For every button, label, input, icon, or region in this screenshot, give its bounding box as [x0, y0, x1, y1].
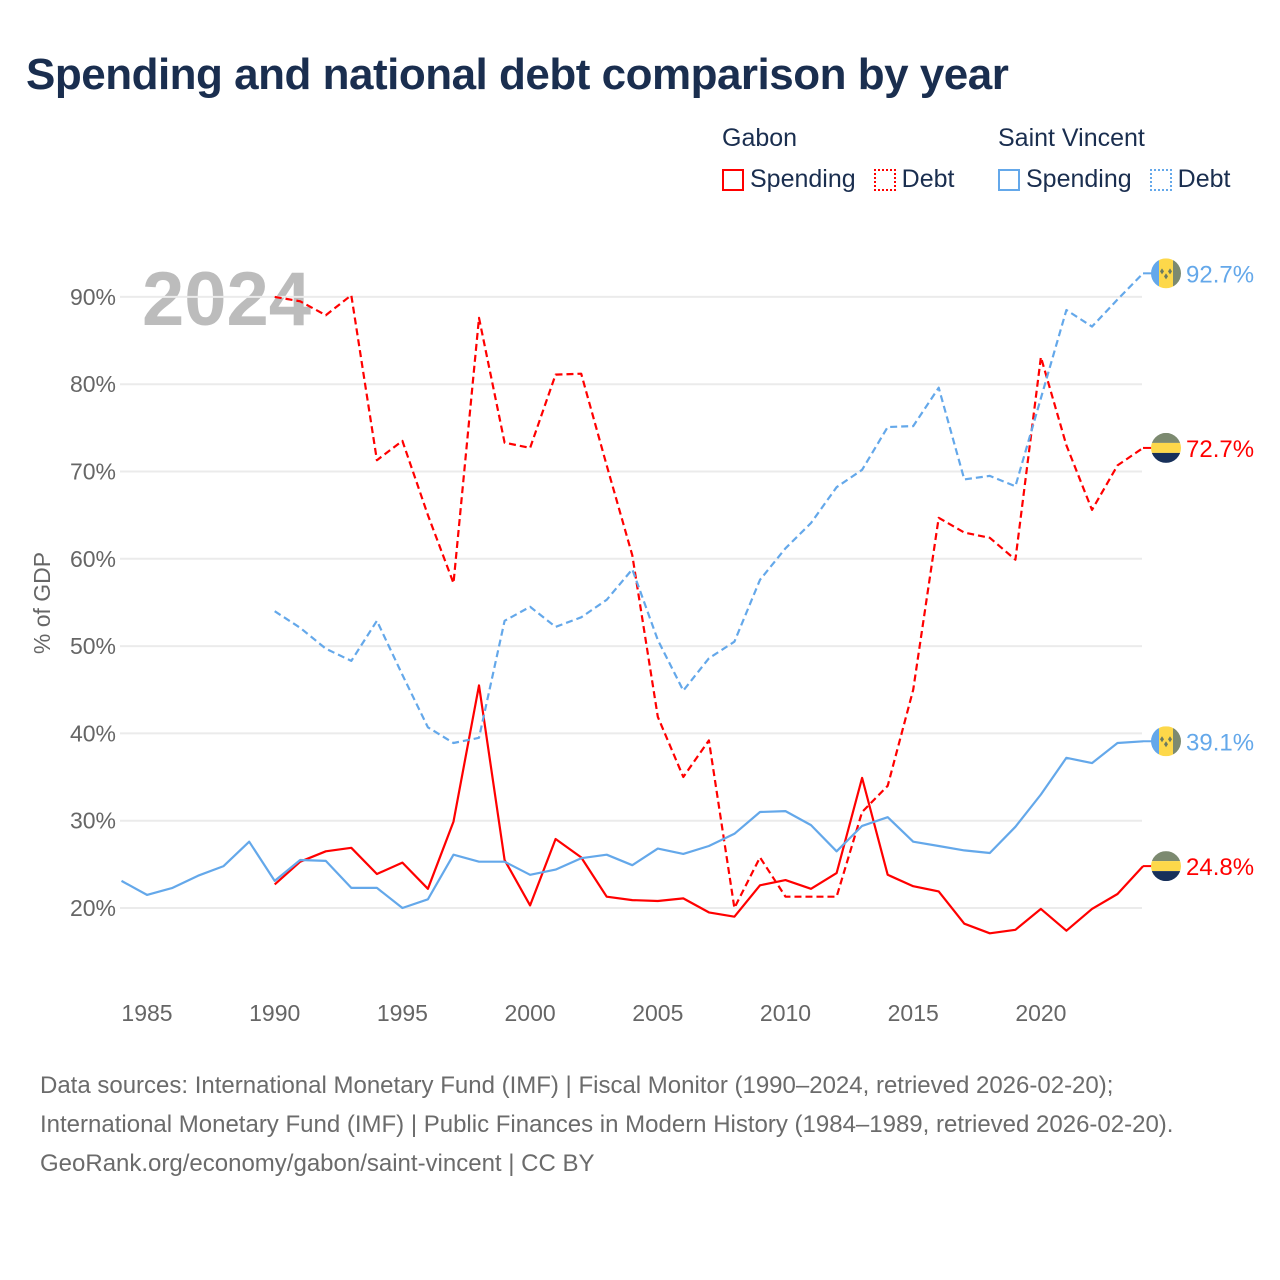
solid-swatch-icon — [722, 168, 744, 191]
legend-item-gabon-spending[interactable]: Spending — [722, 165, 856, 194]
dotted-swatch-icon — [1149, 168, 1172, 191]
y-tick-label: 20% — [70, 895, 116, 921]
dotted-swatch-icon — [873, 168, 896, 191]
x-tick-label: 2005 — [632, 1000, 683, 1026]
x-tick-label: 2015 — [888, 1000, 939, 1026]
y-tick-label: 70% — [70, 459, 116, 485]
chart-title: Spending and national debt comparison by… — [26, 50, 1009, 99]
legend-label: Spending — [1026, 165, 1132, 193]
y-tick-label: 50% — [70, 633, 116, 659]
x-tick-label: 2010 — [760, 1000, 811, 1026]
series-line-saint-vincent-spending — [120, 740, 1144, 910]
y-tick-label: 90% — [70, 284, 116, 310]
end-value-label: 72.7% — [1186, 436, 1254, 463]
x-tick-label: 2020 — [1015, 1000, 1066, 1026]
series-line-saint-vincent-debt — [274, 272, 1144, 745]
x-tick-label: 1995 — [377, 1000, 428, 1026]
y-axis-label: % of GDP — [29, 552, 55, 654]
y-tick-label: 80% — [70, 371, 116, 397]
gabon-flag-icon — [1151, 851, 1181, 882]
legend-label: Spending — [750, 165, 856, 193]
end-value-label: 39.1% — [1186, 729, 1254, 756]
legend-item-svg-debt[interactable]: Debt — [1149, 165, 1231, 194]
legend-label: Debt — [901, 165, 955, 193]
chart-plot: 2024 20% 30% 40% 50% 60% 70% 80% 90% 1985 1990 1995… — [29, 257, 1254, 1026]
solid-swatch-icon — [998, 168, 1020, 191]
series-line-gabon-debt — [274, 294, 1144, 910]
year-overlay: 2024 — [142, 257, 311, 342]
y-tick-label: 60% — [70, 546, 116, 572]
legend-group-name: Saint Vincent — [998, 124, 1145, 152]
footer: Data sources: International Monetary Fun… — [40, 1066, 1240, 1183]
legend-group-name: Gabon — [722, 124, 798, 152]
gabon-flag-icon — [1151, 432, 1181, 463]
x-tick-label: 2000 — [505, 1000, 556, 1026]
legend-saint-vincent: Saint Vincent Spending Debt — [998, 124, 1230, 194]
y-tick-label: 30% — [70, 808, 116, 834]
x-tick-label: 1985 — [121, 1000, 172, 1026]
legend-label: Debt — [1177, 165, 1231, 193]
end-value-label: 24.8% — [1186, 854, 1254, 881]
credit-link[interactable]: GeoRank.org/economy/gabon/saint-vincent … — [40, 1150, 595, 1177]
series-line-gabon-spending — [273, 684, 1144, 935]
legend-item-gabon-debt[interactable]: Debt — [873, 165, 955, 194]
x-tick-label: 1990 — [249, 1000, 300, 1026]
saint-vincent-flag-icon — [1151, 258, 1181, 289]
legend-item-svg-spending[interactable]: Spending — [998, 165, 1132, 194]
end-value-label: 92.7% — [1186, 261, 1254, 288]
y-tick-label: 40% — [70, 720, 116, 746]
legend-gabon: Gabon Spending Debt — [722, 124, 954, 194]
data-sources: Data sources: International Monetary Fun… — [40, 1072, 1174, 1138]
saint-vincent-flag-icon — [1151, 726, 1181, 757]
